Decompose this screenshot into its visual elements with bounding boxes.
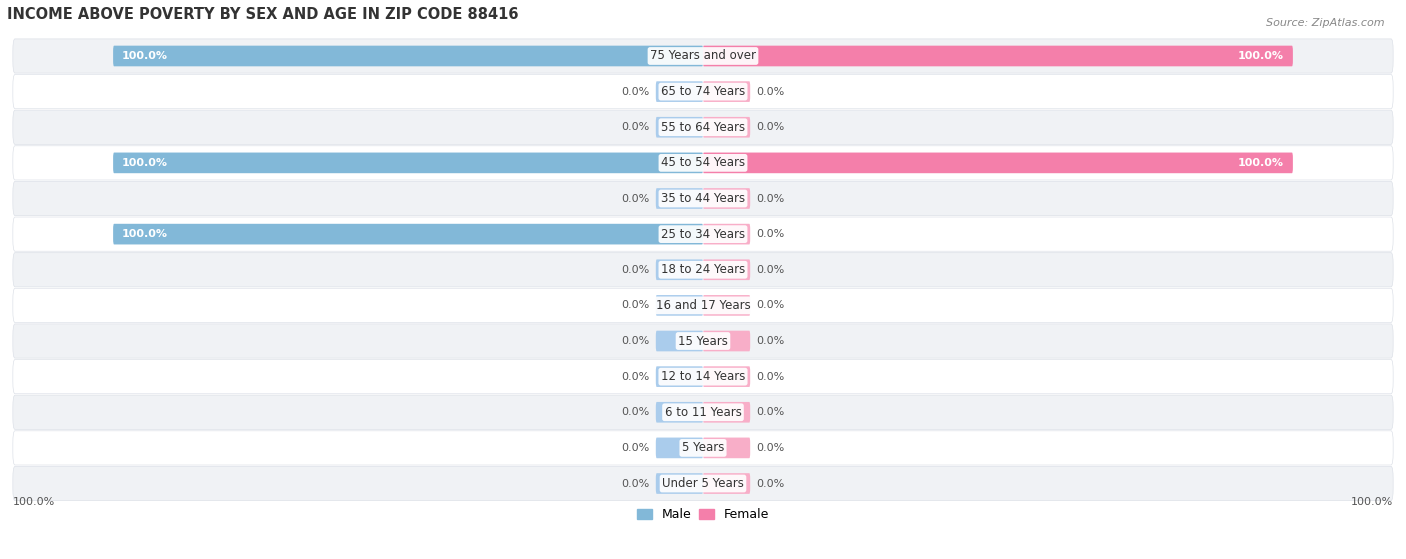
Text: 0.0%: 0.0%: [756, 122, 785, 132]
FancyBboxPatch shape: [703, 473, 751, 494]
FancyBboxPatch shape: [13, 74, 1393, 108]
Text: 0.0%: 0.0%: [621, 336, 650, 346]
Text: 0.0%: 0.0%: [621, 193, 650, 203]
FancyBboxPatch shape: [13, 431, 1393, 465]
Text: 18 to 24 Years: 18 to 24 Years: [661, 263, 745, 276]
Text: 0.0%: 0.0%: [621, 300, 650, 310]
FancyBboxPatch shape: [112, 153, 703, 173]
Text: Under 5 Years: Under 5 Years: [662, 477, 744, 490]
FancyBboxPatch shape: [655, 295, 703, 316]
Text: 35 to 44 Years: 35 to 44 Years: [661, 192, 745, 205]
FancyBboxPatch shape: [13, 217, 1393, 251]
FancyBboxPatch shape: [703, 188, 751, 209]
FancyBboxPatch shape: [703, 224, 751, 244]
Text: 25 to 34 Years: 25 to 34 Years: [661, 228, 745, 240]
FancyBboxPatch shape: [13, 39, 1393, 73]
Text: 100.0%: 100.0%: [122, 51, 167, 61]
FancyBboxPatch shape: [655, 259, 703, 280]
FancyBboxPatch shape: [13, 110, 1393, 144]
Text: 55 to 64 Years: 55 to 64 Years: [661, 121, 745, 134]
Text: 100.0%: 100.0%: [13, 497, 55, 506]
Text: 100.0%: 100.0%: [1351, 497, 1393, 506]
Text: 0.0%: 0.0%: [756, 443, 785, 453]
Text: 15 Years: 15 Years: [678, 334, 728, 348]
FancyBboxPatch shape: [13, 146, 1393, 180]
Text: 0.0%: 0.0%: [756, 229, 785, 239]
FancyBboxPatch shape: [703, 153, 1294, 173]
FancyBboxPatch shape: [13, 359, 1393, 394]
FancyBboxPatch shape: [13, 253, 1393, 287]
Text: 0.0%: 0.0%: [621, 122, 650, 132]
FancyBboxPatch shape: [655, 81, 703, 102]
FancyBboxPatch shape: [703, 402, 751, 423]
Text: 0.0%: 0.0%: [621, 408, 650, 417]
FancyBboxPatch shape: [655, 438, 703, 458]
Text: 0.0%: 0.0%: [756, 372, 785, 382]
Text: 16 and 17 Years: 16 and 17 Years: [655, 299, 751, 312]
Text: 45 to 54 Years: 45 to 54 Years: [661, 157, 745, 169]
Legend: Male, Female: Male, Female: [631, 504, 775, 527]
FancyBboxPatch shape: [655, 402, 703, 423]
Text: 100.0%: 100.0%: [122, 229, 167, 239]
Text: 100.0%: 100.0%: [122, 158, 167, 168]
Text: 100.0%: 100.0%: [1239, 51, 1284, 61]
FancyBboxPatch shape: [112, 46, 703, 67]
FancyBboxPatch shape: [655, 117, 703, 138]
Text: INCOME ABOVE POVERTY BY SEX AND AGE IN ZIP CODE 88416: INCOME ABOVE POVERTY BY SEX AND AGE IN Z…: [7, 7, 519, 22]
FancyBboxPatch shape: [655, 331, 703, 352]
Text: 0.0%: 0.0%: [621, 87, 650, 97]
Text: 0.0%: 0.0%: [756, 336, 785, 346]
FancyBboxPatch shape: [655, 473, 703, 494]
FancyBboxPatch shape: [703, 46, 1294, 67]
Text: 100.0%: 100.0%: [1239, 158, 1284, 168]
FancyBboxPatch shape: [13, 324, 1393, 358]
Text: 0.0%: 0.0%: [756, 300, 785, 310]
Text: 6 to 11 Years: 6 to 11 Years: [665, 406, 741, 419]
FancyBboxPatch shape: [13, 395, 1393, 429]
FancyBboxPatch shape: [655, 366, 703, 387]
FancyBboxPatch shape: [703, 331, 751, 352]
Text: 0.0%: 0.0%: [621, 443, 650, 453]
Text: 0.0%: 0.0%: [621, 479, 650, 489]
Text: 5 Years: 5 Years: [682, 442, 724, 454]
Text: 0.0%: 0.0%: [756, 479, 785, 489]
Text: 0.0%: 0.0%: [756, 87, 785, 97]
Text: 65 to 74 Years: 65 to 74 Years: [661, 85, 745, 98]
FancyBboxPatch shape: [13, 466, 1393, 501]
Text: 75 Years and over: 75 Years and over: [650, 50, 756, 63]
FancyBboxPatch shape: [703, 295, 751, 316]
FancyBboxPatch shape: [703, 366, 751, 387]
FancyBboxPatch shape: [703, 81, 751, 102]
Text: 0.0%: 0.0%: [621, 372, 650, 382]
Text: 12 to 14 Years: 12 to 14 Years: [661, 370, 745, 383]
Text: 0.0%: 0.0%: [756, 265, 785, 275]
Text: 0.0%: 0.0%: [621, 265, 650, 275]
FancyBboxPatch shape: [112, 224, 703, 244]
FancyBboxPatch shape: [655, 188, 703, 209]
FancyBboxPatch shape: [703, 117, 751, 138]
Text: 0.0%: 0.0%: [756, 193, 785, 203]
FancyBboxPatch shape: [13, 182, 1393, 216]
FancyBboxPatch shape: [703, 259, 751, 280]
Text: 0.0%: 0.0%: [756, 408, 785, 417]
FancyBboxPatch shape: [13, 288, 1393, 323]
Text: Source: ZipAtlas.com: Source: ZipAtlas.com: [1267, 18, 1385, 28]
FancyBboxPatch shape: [703, 438, 751, 458]
